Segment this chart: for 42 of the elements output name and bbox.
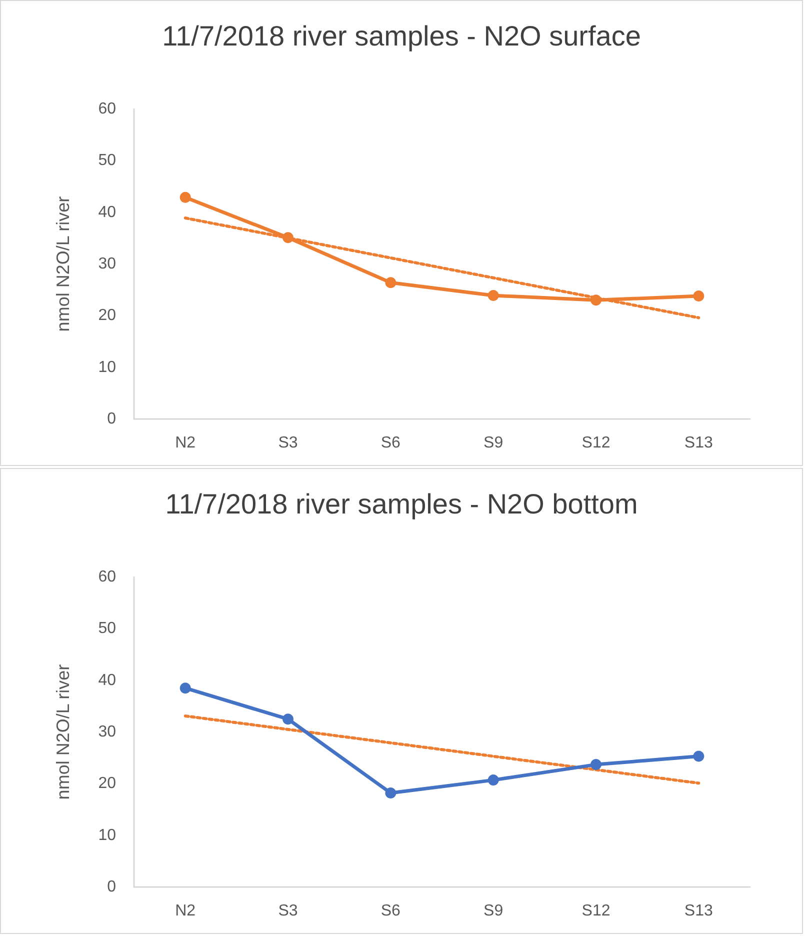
x-tick-label: S9 (484, 902, 504, 920)
x-tick-label: S6 (380, 434, 401, 452)
point (282, 714, 294, 725)
y-tick-label: 30 (98, 256, 116, 272)
point (590, 294, 602, 306)
point (488, 774, 499, 786)
x-tick-label: N2 (175, 434, 196, 452)
x-tick-label: S3 (278, 434, 298, 452)
x-tick-label: S13 (684, 434, 714, 452)
y-tick-label: 0 (107, 410, 116, 428)
x-tick-label: S6 (380, 902, 401, 920)
y-axis-title: nmol N2O/L river (53, 196, 73, 332)
x-tick-label: S9 (484, 434, 504, 452)
y-tick-label: 10 (98, 826, 116, 844)
point (488, 290, 499, 302)
y-tick-label: 50 (98, 152, 116, 170)
y-tick-label: 50 (98, 620, 116, 638)
y-tick-label: 40 (98, 672, 116, 689)
point (385, 277, 396, 288)
x-tick-label: S13 (684, 902, 714, 920)
chart-title: 11/7/2018 river samples - N2O bottom (165, 488, 638, 520)
x-tick-label: S12 (582, 902, 610, 920)
y-tick-label: 0 (107, 878, 116, 896)
y-tick-label: 60 (98, 568, 116, 586)
y-tick-label: 20 (98, 307, 116, 324)
y-tick-label: 30 (98, 724, 116, 740)
point (693, 750, 704, 762)
point (590, 759, 602, 770)
y-tick-label: 20 (98, 775, 116, 792)
point (282, 232, 294, 244)
y-tick-label: 10 (98, 358, 116, 376)
y-axis-title: nmol N2O/L river (53, 664, 73, 800)
x-tick-label: N2 (175, 902, 196, 920)
x-tick-label: S3 (278, 902, 298, 920)
y-tick-label: 60 (98, 100, 116, 118)
point (180, 192, 191, 203)
x-tick-label: S12 (582, 434, 610, 452)
chart-title: 11/7/2018 river samples - N2O surface (162, 20, 641, 52)
point (385, 787, 396, 798)
point (180, 682, 191, 694)
y-tick-label: 40 (98, 204, 116, 221)
point (693, 290, 704, 302)
